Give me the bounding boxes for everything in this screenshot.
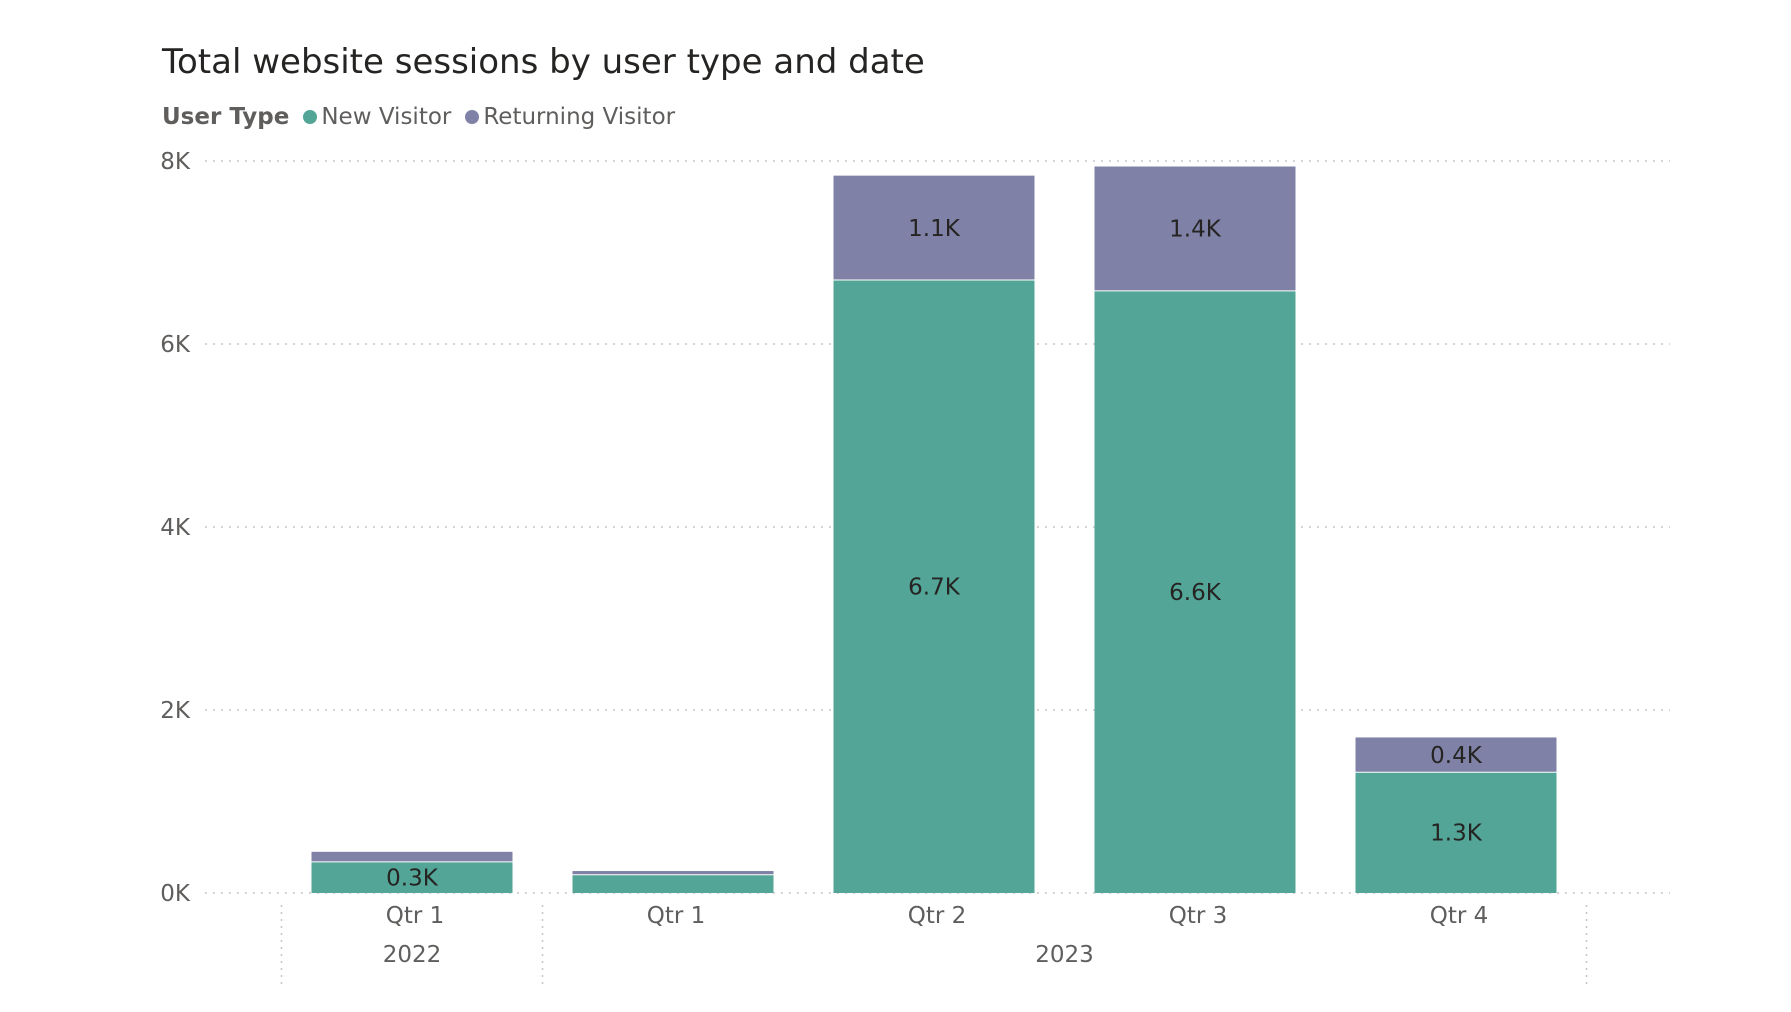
legend-item-new-visitor[interactable]: New Visitor [303, 104, 451, 130]
y-tick-label: 0K [160, 881, 191, 907]
legend-label-new-visitor: New Visitor [321, 104, 452, 130]
data-label: 0.4K [1430, 743, 1483, 769]
legend-item-returning-visitor[interactable]: Returning Visitor [465, 104, 675, 130]
legend-label-returning-visitor: Returning Visitor [483, 104, 676, 130]
bar-returning-visitor-0 [311, 851, 513, 862]
legend-dot-returning-visitor-icon [465, 110, 480, 124]
bar-new-visitor-4 [1355, 772, 1557, 893]
data-label: 1.4K [1169, 217, 1222, 243]
bar-new-visitor-1 [572, 874, 774, 893]
y-tick-label: 4K [160, 515, 191, 541]
x-tick-label: Qtr 3 [1169, 903, 1228, 929]
y-tick-label: 8K [160, 149, 191, 175]
bar-returning-visitor-2 [833, 175, 1035, 280]
bar-returning-visitor-3 [1094, 166, 1296, 291]
legend: User Type New Visitor Returning Visitor [162, 104, 689, 130]
bar-returning-visitor-1 [572, 871, 774, 875]
bar-new-visitor-2 [833, 279, 1035, 893]
y-tick-label: 6K [160, 332, 191, 358]
data-label: 1.3K [1430, 821, 1483, 847]
data-label: 6.7K [908, 574, 961, 600]
x-tick-label: Qtr 2 [908, 903, 967, 929]
legend-title: User Type [162, 104, 290, 130]
bar-new-visitor-3 [1094, 290, 1296, 893]
data-label: 6.6K [1169, 580, 1222, 606]
chart-title: Total website sessions by user type and … [162, 42, 925, 82]
x-group-label-2022: 2022 [383, 942, 442, 968]
bar-returning-visitor-4 [1355, 737, 1557, 773]
data-label: 0.3K [386, 865, 439, 891]
y-tick-label: 2K [160, 698, 191, 724]
x-group-label-2023: 2023 [1035, 942, 1094, 968]
x-tick-label: Qtr 1 [386, 903, 445, 929]
bar-new-visitor-0 [311, 861, 513, 893]
x-tick-label: Qtr 1 [647, 903, 706, 929]
legend-dot-new-visitor-icon [303, 110, 318, 124]
data-label: 1.1K [908, 216, 961, 242]
x-tick-label: Qtr 4 [1430, 903, 1489, 929]
